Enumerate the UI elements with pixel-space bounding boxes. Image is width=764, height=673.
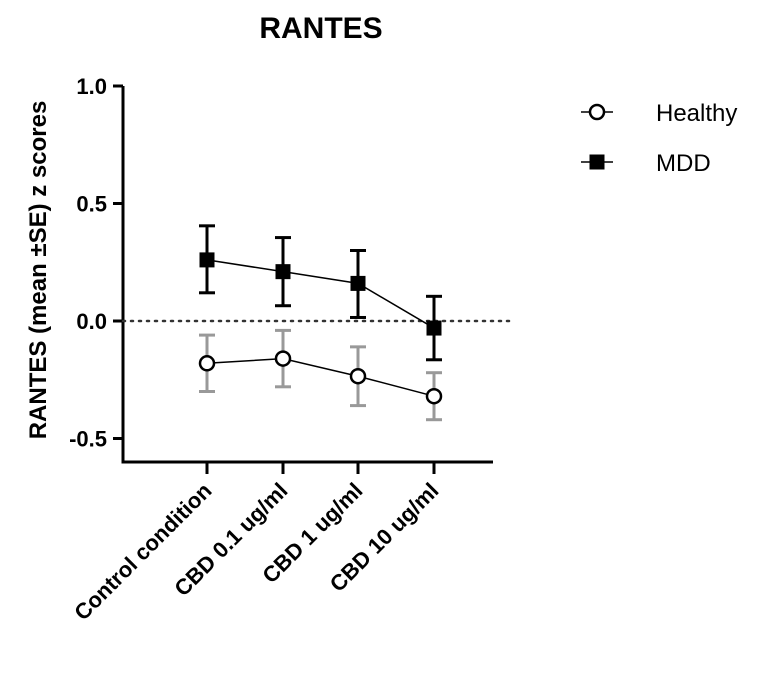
healthy-point <box>198 355 216 372</box>
mdd-point <box>350 275 366 291</box>
y-tick-label: 0.0 <box>76 309 107 334</box>
y-axis-label: RANTES (mean ±SE) z scores <box>25 101 52 440</box>
legend-healthy-label: Healthy <box>656 100 737 127</box>
plot-area <box>121 224 512 422</box>
y-tick-label: 0.5 <box>76 192 107 217</box>
healthy-point <box>349 367 367 385</box>
x-category-label: Control condition <box>69 478 216 625</box>
legend: Healthy MDD <box>581 100 737 177</box>
mdd-series-line <box>206 259 435 329</box>
mdd-point <box>426 320 442 336</box>
legend-mdd-marker <box>589 154 605 170</box>
y-tick-label: -0.5 <box>69 427 107 452</box>
legend-mdd-label: MDD <box>656 150 711 177</box>
mdd-point <box>275 264 291 280</box>
healthy-point <box>425 387 443 405</box>
mdd-point <box>199 252 215 268</box>
legend-healthy-marker <box>588 103 606 121</box>
chart-title: RANTES <box>259 12 382 45</box>
y-tick-label: 1.0 <box>76 74 107 99</box>
healthy-series-line <box>206 357 435 397</box>
healthy-point <box>274 350 292 367</box>
